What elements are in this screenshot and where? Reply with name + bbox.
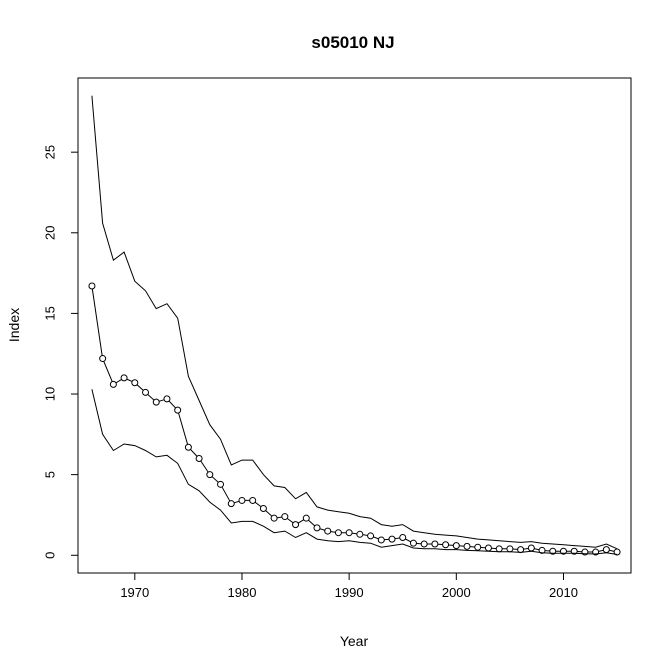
series-layer [88, 95, 621, 556]
data-point [259, 505, 267, 513]
data-point [131, 379, 139, 387]
data-point [602, 546, 610, 554]
data-point [474, 543, 482, 551]
data-point [452, 542, 460, 550]
data-point [495, 545, 503, 553]
y-axis: 0 5 10 15 20 25 [42, 145, 79, 559]
data-point [409, 539, 417, 547]
data-point [356, 530, 364, 538]
data-point [99, 355, 107, 363]
series-line-upper [91, 95, 618, 550]
data-point [345, 529, 353, 537]
plot-frame [77, 77, 632, 574]
y-tick-label: 25 [42, 145, 57, 159]
data-point [463, 542, 471, 550]
series-line-estimate [91, 285, 618, 553]
data-point [324, 527, 332, 535]
x-axis-label: Year [340, 633, 369, 649]
data-point [270, 514, 278, 522]
data-point [570, 547, 578, 555]
data-point [152, 398, 160, 406]
data-point [313, 524, 321, 532]
data-point [538, 546, 546, 554]
data-point [442, 541, 450, 549]
data-point [527, 544, 535, 552]
y-tick-label: 10 [42, 387, 57, 401]
data-point [120, 374, 128, 382]
x-tick-label: 2010 [549, 585, 578, 600]
x-tick-label: 2000 [442, 585, 471, 600]
data-point [420, 540, 428, 548]
x-axis: 1970 1980 1990 2000 2010 [120, 572, 578, 600]
series-line-lower [91, 389, 618, 555]
data-point [109, 380, 117, 388]
data-point [249, 496, 257, 504]
data-point [559, 547, 567, 555]
y-tick-label: 5 [42, 471, 57, 478]
data-point [174, 406, 182, 414]
y-tick-label: 15 [42, 306, 57, 320]
data-point [367, 532, 375, 540]
data-point [195, 455, 203, 463]
data-point [163, 395, 171, 403]
data-point [292, 521, 300, 529]
data-point [399, 534, 407, 542]
x-tick-label: 1980 [228, 585, 257, 600]
data-point [281, 513, 289, 521]
x-tick-label: 1970 [120, 585, 149, 600]
data-point [431, 540, 439, 548]
data-point [142, 388, 150, 396]
data-point [506, 545, 514, 553]
data-point [88, 282, 96, 290]
y-axis-label: Index [6, 308, 22, 342]
y-tick-label: 20 [42, 226, 57, 240]
data-point [302, 514, 310, 522]
data-point [206, 471, 214, 479]
data-point [184, 443, 192, 451]
data-point [238, 496, 246, 504]
x-tick-label: 1990 [335, 585, 364, 600]
data-point [388, 535, 396, 543]
y-tick-label: 0 [42, 552, 57, 559]
data-point [217, 480, 225, 488]
data-point [484, 544, 492, 552]
chart-title: s05010 NJ [311, 33, 394, 52]
data-point [227, 500, 235, 508]
data-point [377, 536, 385, 544]
data-point [613, 548, 621, 556]
data-point [334, 529, 342, 537]
